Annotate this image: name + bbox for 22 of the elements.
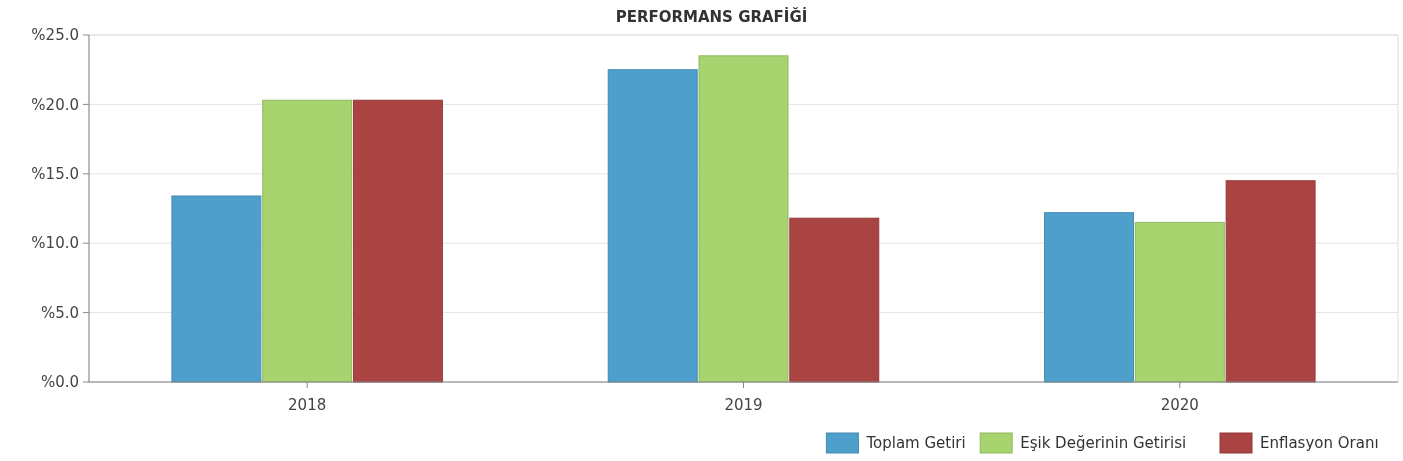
y-tick-label: %5.0 <box>40 303 79 322</box>
chart-title: PERFORMANS GRAFİĞİ <box>615 7 808 26</box>
bar <box>1225 180 1316 383</box>
y-tick-label: %20.0 <box>31 95 79 114</box>
bar <box>352 99 443 383</box>
y-tick-label: %25.0 <box>31 26 79 45</box>
y-tick-label: %10.0 <box>31 234 79 253</box>
bar <box>607 69 698 383</box>
legend-label: Enflasyon Oranı <box>1260 434 1379 453</box>
x-tick-label: 2018 <box>288 396 327 414</box>
bar <box>1044 212 1135 383</box>
bar <box>262 99 353 383</box>
bar <box>789 217 880 383</box>
bar <box>698 55 789 383</box>
x-tick-label: 2020 <box>1160 396 1199 414</box>
bar <box>1134 221 1225 383</box>
bar <box>171 195 262 383</box>
y-tick-label: %15.0 <box>31 165 79 184</box>
y-tick-label: %0.0 <box>40 373 79 392</box>
x-tick-label: 2019 <box>724 396 763 414</box>
legend-label: Eşik Değerinin Getirisi <box>1020 434 1187 453</box>
legend-label: Toplam Getiri <box>865 434 966 453</box>
